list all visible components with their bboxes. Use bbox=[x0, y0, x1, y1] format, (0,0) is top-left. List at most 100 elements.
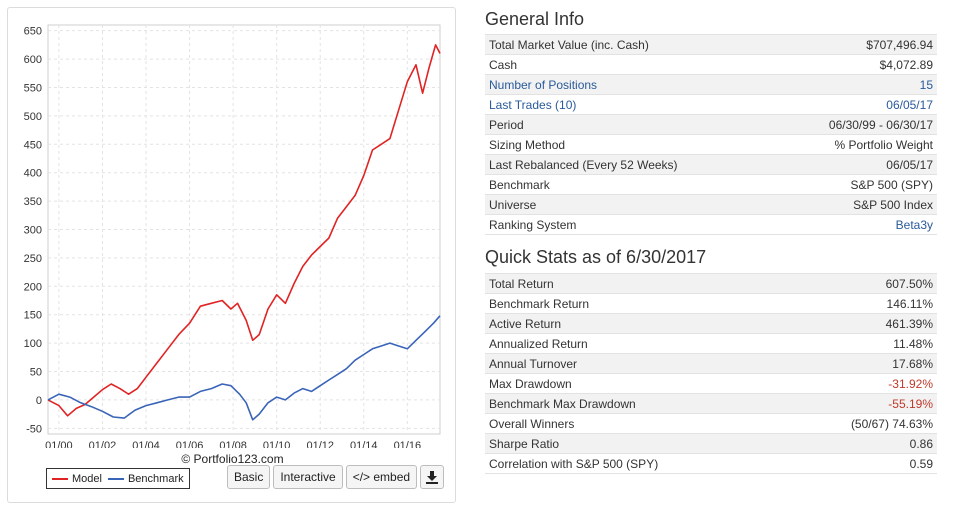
series-line-benchmark bbox=[47, 315, 441, 421]
table-row: Period 06/30/99 - 06/30/17 bbox=[485, 114, 937, 135]
row-label: Correlation with S&P 500 (SPY) bbox=[485, 453, 785, 474]
row-value: 11.48% bbox=[784, 333, 937, 354]
y-tick-label: 250 bbox=[24, 253, 42, 265]
y-tick-label: 650 bbox=[24, 26, 42, 38]
x-tick-label: 01/08 bbox=[219, 440, 247, 448]
general-info-table: Total Market Value (inc. Cash) $707,496.9… bbox=[485, 34, 937, 235]
embed-button[interactable]: </> embed bbox=[345, 465, 418, 489]
table-row: Correlation with S&P 500 (SPY) 0.59 bbox=[485, 453, 937, 474]
row-value: -31.92% bbox=[784, 373, 937, 394]
row-label: Benchmark Max Drawdown bbox=[485, 393, 785, 414]
legend-item-model[interactable]: Model bbox=[52, 473, 102, 485]
legend-swatch-model bbox=[52, 477, 68, 480]
x-tick-label: 01/00 bbox=[45, 440, 73, 448]
table-row: Benchmark S&P 500 (SPY) bbox=[485, 174, 937, 195]
row-label: Benchmark Return bbox=[485, 293, 785, 314]
legend-item-benchmark[interactable]: Benchmark bbox=[107, 472, 184, 485]
table-row: Annual Turnover 17.68% bbox=[485, 353, 937, 374]
x-tick-label: 01/16 bbox=[394, 440, 422, 448]
row-value: 17.68% bbox=[784, 353, 937, 374]
y-tick-label: 400 bbox=[24, 168, 42, 180]
row-value: $4,072.89 bbox=[772, 54, 937, 75]
table-row: Universe S&P 500 Index bbox=[485, 194, 937, 215]
x-tick-label: 01/04 bbox=[132, 440, 160, 448]
table-row: Ranking System Beta3y bbox=[485, 214, 937, 235]
quick-stats-table: Total Return 607.50% Benchmark Return 146.… bbox=[485, 273, 937, 474]
download-icon bbox=[426, 470, 439, 484]
table-row: Total Market Value (inc. Cash) $707,496.9… bbox=[485, 34, 937, 55]
row-label: Sharpe Ratio bbox=[485, 433, 785, 454]
row-value: % Portfolio Weight bbox=[772, 134, 937, 155]
row-value: 607.50% bbox=[784, 273, 937, 294]
chart-legend: Model Benchmark bbox=[46, 468, 190, 489]
x-tick-label: 01/02 bbox=[89, 440, 117, 448]
row-label: Ranking System bbox=[485, 214, 773, 235]
performance-chart[interactable]: -50 0 50 100 150 200 250 300 350 400 450 500 550 600 6… bbox=[8, 8, 457, 448]
y-tick-label: 600 bbox=[24, 54, 42, 66]
y-tick-label: 300 bbox=[24, 225, 42, 237]
row-label: Last Rebalanced (Every 52 Weeks) bbox=[485, 154, 773, 175]
general-info-title: General Info bbox=[485, 9, 585, 29]
series-line-model bbox=[47, 44, 441, 417]
row-label: Total Return bbox=[485, 273, 785, 294]
table-row: Max Drawdown -31.92% bbox=[485, 373, 937, 394]
table-row: Benchmark Max Drawdown -55.19% bbox=[485, 393, 937, 414]
row-label: Benchmark bbox=[485, 174, 773, 195]
x-tick-label: 01/12 bbox=[306, 440, 334, 448]
row-label: Annualized Return bbox=[485, 333, 785, 354]
row-label: Max Drawdown bbox=[485, 373, 785, 394]
x-tick-label: 01/14 bbox=[350, 440, 378, 448]
ranking-system-link[interactable]: Beta3y bbox=[772, 214, 937, 235]
download-button[interactable] bbox=[420, 465, 445, 489]
y-tick-label: 50 bbox=[30, 367, 42, 379]
y-tick-label: 0 bbox=[36, 395, 42, 407]
number-of-positions-value-link[interactable]: 15 bbox=[772, 74, 937, 95]
row-label: Annual Turnover bbox=[485, 353, 785, 374]
y-tick-label: 350 bbox=[24, 196, 42, 208]
row-label: Overall Winners bbox=[485, 413, 785, 434]
y-tick-label: -50 bbox=[26, 423, 42, 435]
watermark: © Portfolio123.com bbox=[181, 452, 284, 466]
legend-label-model: Model bbox=[72, 472, 102, 485]
x-tick-label: 01/06 bbox=[176, 440, 204, 448]
table-row: Sharpe Ratio 0.86 bbox=[485, 433, 937, 454]
row-value: 146.11% bbox=[784, 293, 937, 314]
row-label: Sizing Method bbox=[485, 134, 773, 155]
quick-stats-title: Quick Stats as of 6/30/2017 bbox=[485, 247, 707, 267]
legend-label-benchmark: Benchmark bbox=[127, 472, 184, 485]
plot-area bbox=[47, 24, 441, 435]
row-value: -55.19% bbox=[784, 393, 937, 414]
legend-swatch-benchmark bbox=[107, 477, 124, 480]
info-panel: General Info Total Market Value (inc. Ca… bbox=[485, 0, 937, 474]
basic-button[interactable]: Basic bbox=[227, 465, 271, 489]
row-value: $707,496.94 bbox=[772, 34, 937, 55]
y-tick-label: 450 bbox=[24, 139, 42, 151]
row-value: 0.59 bbox=[784, 453, 937, 474]
row-value: 0.86 bbox=[784, 433, 937, 454]
table-row: Last Trades (10) 06/05/17 bbox=[485, 94, 937, 115]
interactive-button[interactable]: Interactive bbox=[273, 465, 343, 489]
table-row: Overall Winners (50/67) 74.63% bbox=[485, 413, 937, 434]
table-row: Sizing Method% Portfolio Weight bbox=[485, 134, 937, 155]
row-value: 06/30/99 - 06/30/17 bbox=[772, 114, 937, 135]
row-label: Active Return bbox=[485, 313, 785, 334]
row-value: S&P 500 (SPY) bbox=[772, 174, 937, 195]
y-tick-label: 500 bbox=[24, 111, 42, 123]
row-label: Total Market Value (inc. Cash) bbox=[485, 34, 773, 55]
last-trades-link[interactable]: Last Trades (10) bbox=[485, 94, 773, 115]
row-label: Universe bbox=[485, 194, 773, 215]
x-tick-label: 01/10 bbox=[263, 440, 291, 448]
number-of-positions-link[interactable]: Number of Positions bbox=[485, 74, 773, 95]
row-value: S&P 500 Index bbox=[772, 194, 937, 215]
table-row: Benchmark Return 146.11% bbox=[485, 293, 937, 314]
y-tick-label: 550 bbox=[24, 82, 42, 94]
y-tick-label: 200 bbox=[24, 281, 42, 293]
table-row: Number of Positions 15 bbox=[485, 74, 937, 95]
row-value: (50/67) 74.63% bbox=[784, 413, 937, 434]
last-trades-value-link[interactable]: 06/05/17 bbox=[772, 94, 937, 115]
row-label: Period bbox=[485, 114, 773, 135]
table-row: Annualized Return 11.48% bbox=[485, 333, 937, 354]
y-tick-label: 100 bbox=[24, 338, 42, 350]
table-row: Total Return 607.50% bbox=[485, 273, 937, 294]
row-label: Cash bbox=[485, 54, 773, 75]
